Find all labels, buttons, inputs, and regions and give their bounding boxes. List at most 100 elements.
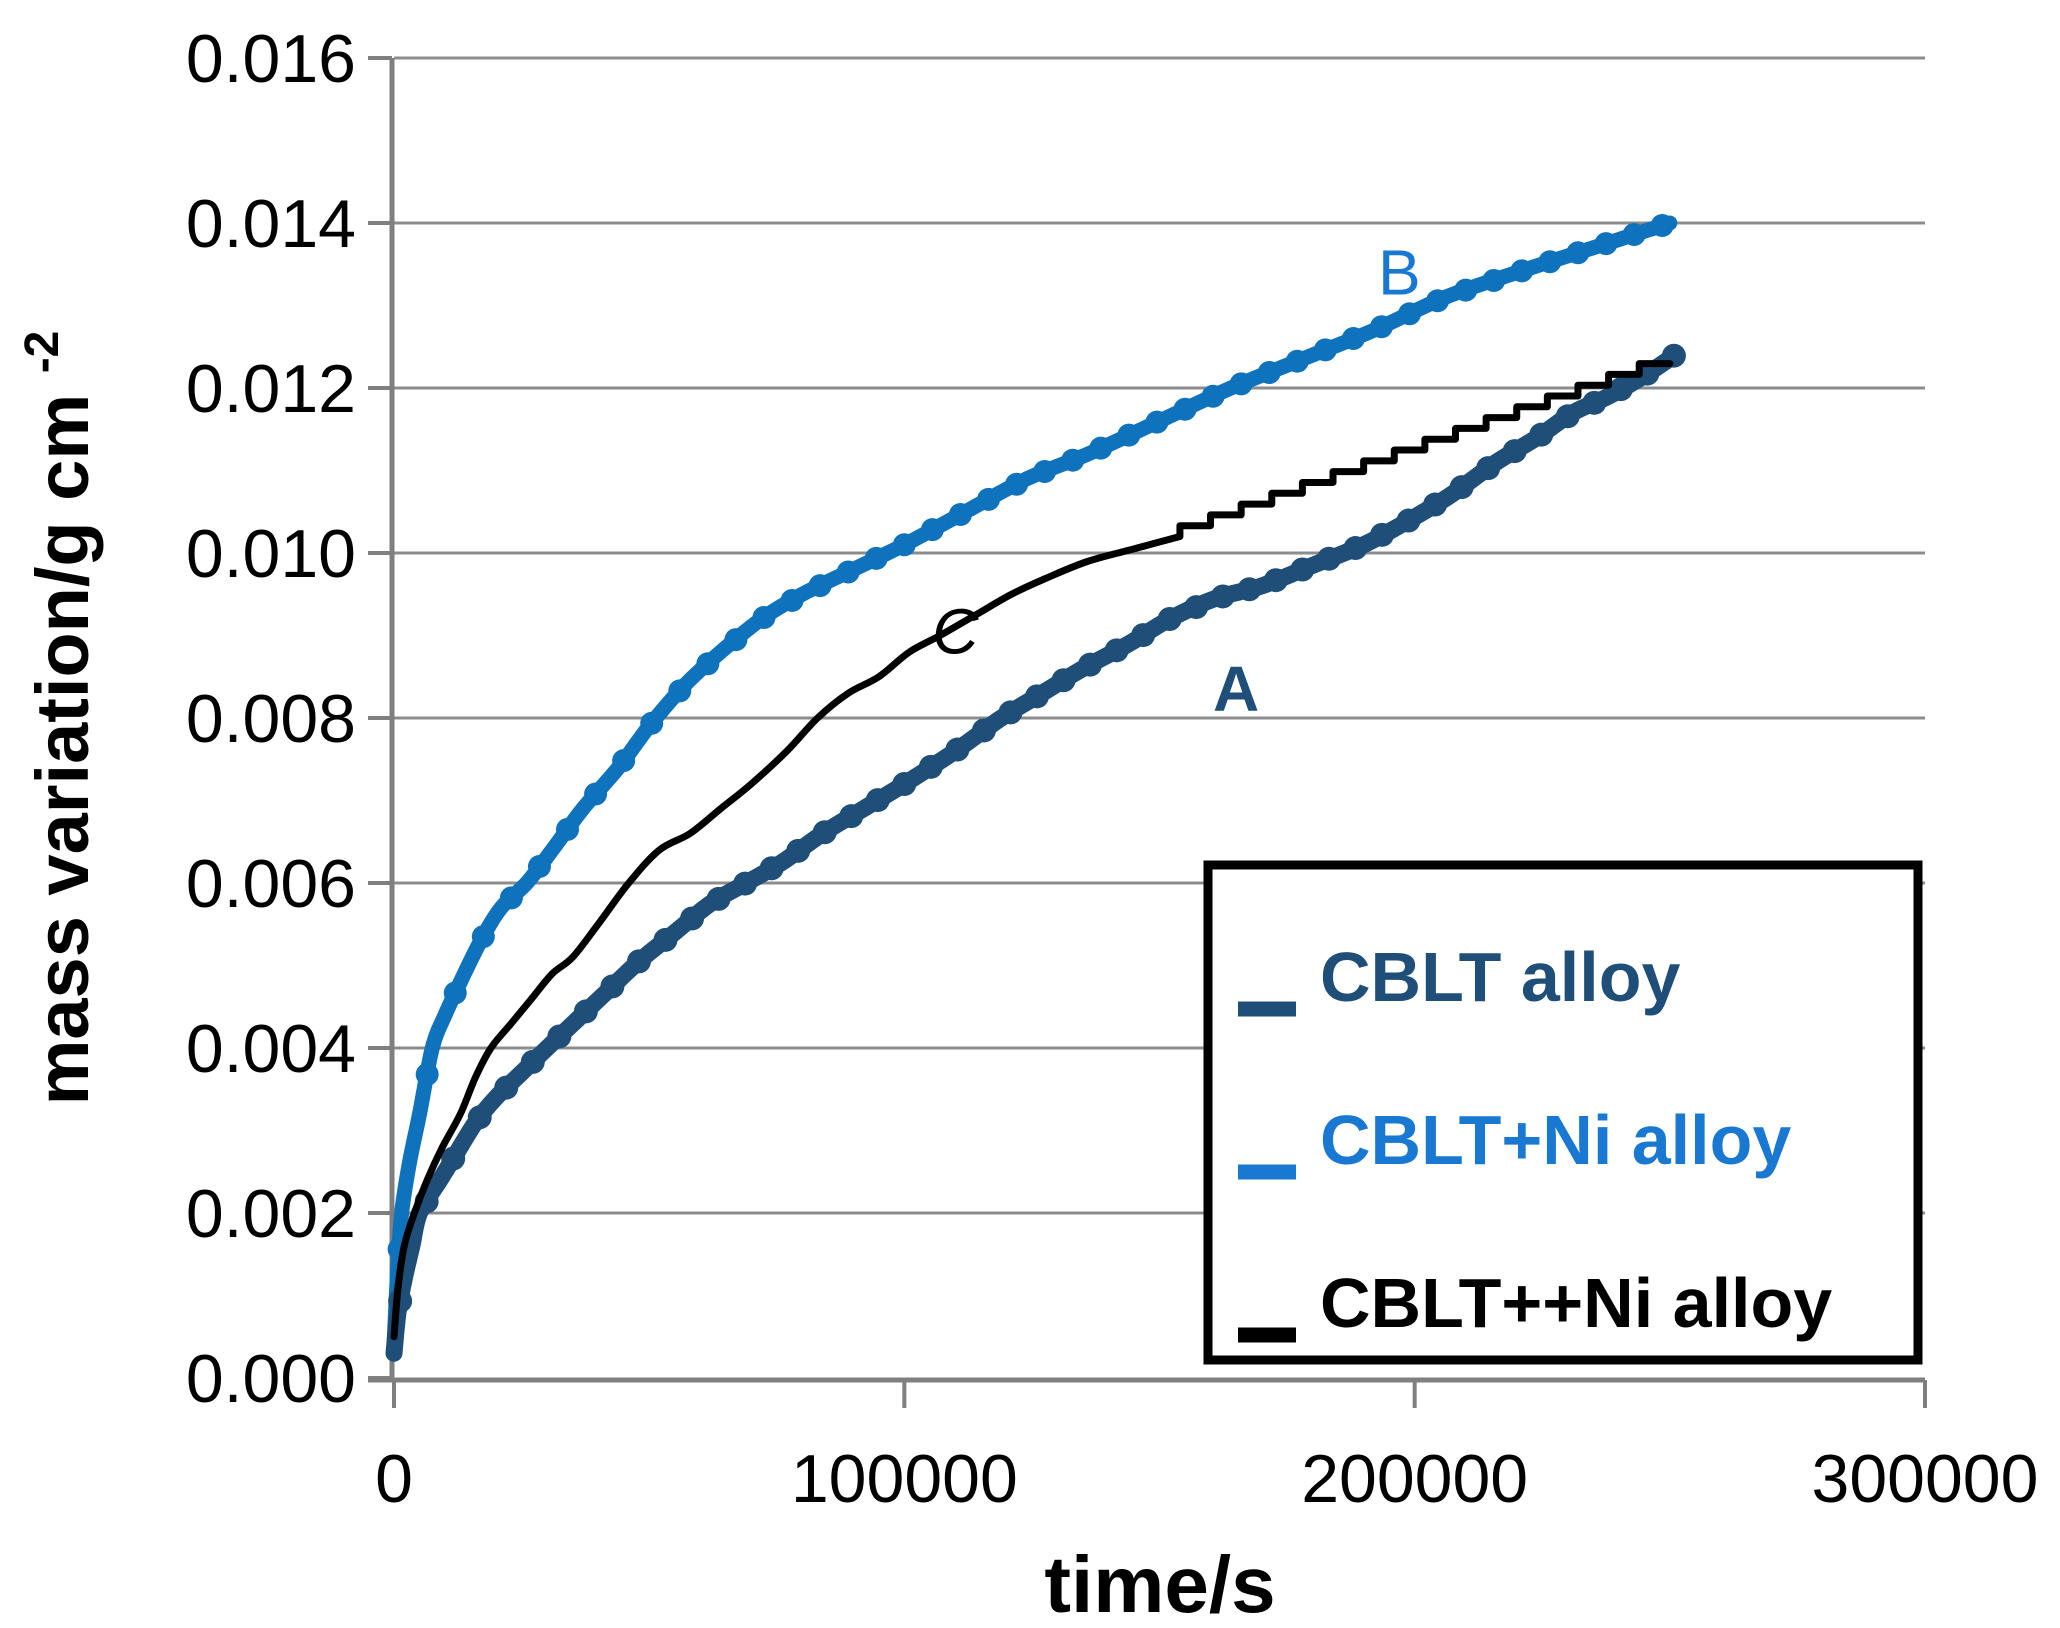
curve-A-marker — [1449, 475, 1474, 500]
curve-B-marker — [640, 711, 664, 735]
curve-letter-labels: A B C — [932, 237, 1420, 726]
curve-A-marker — [971, 718, 996, 743]
curve-A-marker — [918, 754, 943, 779]
curve-A-marker — [1131, 623, 1156, 648]
legend-entry-1: CBLT alloy — [1238, 938, 1680, 1017]
legend-label-2: CBLT+Ni alloy — [1320, 1101, 1791, 1179]
curve-A-marker — [1582, 390, 1607, 415]
curve-A-marker — [998, 700, 1023, 725]
y-tick-label-0.016: 0.016 — [186, 21, 356, 97]
curve-A-marker — [1025, 684, 1050, 709]
curve-C-line — [390, 360, 1674, 1341]
legend-entry-3: CBLT++Ni alloy — [1238, 1264, 1832, 1343]
curve-B-marker — [1229, 372, 1253, 396]
y-tick-label-0.004: 0.004 — [186, 1011, 356, 1087]
curve-A-marker — [626, 949, 651, 974]
curve-B-marker — [948, 503, 972, 526]
y-axis-title-base: mass variation/g cm — [21, 394, 104, 1106]
curve-B-marker — [443, 981, 467, 1005]
curve-B-marker — [724, 628, 748, 652]
tick-labels: 0 100000 200000 300000 0.000 0.002 0.004 0.006 0… — [186, 21, 2039, 1517]
curve-A-marker — [892, 772, 917, 796]
legend-box — [1203, 860, 1923, 1365]
curve-A-marker — [945, 737, 970, 762]
curve-B-marker — [977, 487, 1001, 511]
curve-A-marker — [1476, 456, 1501, 481]
legend-label-1: CBLT alloy — [1320, 938, 1680, 1016]
curve-A-marker — [1529, 422, 1554, 447]
legend: CBLT alloy CBLT+Ni alloy CBLT++Ni alloy — [1203, 860, 1923, 1365]
y-axis-title-superscript: -2 — [16, 331, 69, 374]
curve-A-marker — [1157, 607, 1182, 631]
legend-label-3: CBLT++Ni alloy — [1320, 1264, 1832, 1342]
curve-B-marker — [1117, 423, 1141, 447]
series-CBLT-Ni-alloy-curve — [386, 213, 1678, 1353]
curve-B-marker — [1369, 315, 1393, 339]
curve-B-marker — [864, 546, 888, 570]
curve-B-marker — [1005, 472, 1029, 496]
curve-B-marker — [1510, 259, 1534, 283]
curve-B-marker — [1622, 223, 1646, 247]
y-tick-label-0.006: 0.006 — [186, 846, 356, 922]
curve-A-marker — [1237, 577, 1262, 602]
curve-B-marker — [1341, 327, 1365, 350]
series-CBLT-alloy-curve — [385, 343, 1686, 1362]
curve-A-marker — [1104, 638, 1129, 663]
y-tick-label-0.014: 0.014 — [186, 186, 356, 262]
series-CBLT-plus-plus-Ni-alloy-curve — [390, 360, 1674, 1341]
curve-B-marker — [668, 679, 692, 703]
curve-B-marker — [471, 925, 495, 949]
y-tick-label-0.008: 0.008 — [186, 681, 356, 757]
curve-A-marker — [865, 788, 890, 813]
y-tick-label-0.012: 0.012 — [186, 351, 356, 427]
curve-B-marker — [1257, 361, 1281, 385]
axes — [368, 56, 1927, 1408]
curve-A-marker — [839, 804, 864, 829]
y-tick-label-0.002: 0.002 — [186, 1176, 356, 1252]
curve-A-marker — [520, 1049, 545, 1074]
curve-A-marker — [1290, 557, 1315, 582]
curve-A-marker — [1396, 508, 1421, 533]
curve-A-marker — [1343, 536, 1368, 561]
curve-B-marker — [1538, 250, 1562, 274]
curve-A-marker — [1370, 522, 1395, 547]
curve-B-marker — [1061, 448, 1085, 472]
curve-B-marker — [556, 817, 580, 841]
curve-B-marker — [415, 1062, 439, 1086]
curve-label-C: C — [932, 595, 979, 667]
curve-B-marker — [892, 533, 916, 557]
curve-B-marker — [499, 886, 523, 910]
y-axis-title: mass variation/g cm -2 — [16, 331, 104, 1106]
curve-B-marker — [584, 782, 608, 806]
curve-B-marker — [1566, 241, 1590, 265]
legend-entry-2: CBLT+Ni alloy — [1238, 1101, 1791, 1180]
curve-A-marker — [467, 1105, 492, 1130]
curve-B-marker — [527, 855, 551, 878]
curve-B-marker — [1173, 397, 1197, 421]
curve-B-marker — [1089, 436, 1113, 460]
curve-B-marker — [1201, 384, 1225, 408]
curve-label-B: B — [1378, 237, 1421, 309]
curve-A-marker — [1316, 546, 1341, 571]
curve-B-marker — [836, 560, 860, 584]
x-axis-title: time/s — [1044, 1540, 1275, 1628]
curve-A-marker — [441, 1146, 466, 1171]
curve-B-marker — [1033, 460, 1057, 484]
curve-B-marker — [1285, 349, 1309, 373]
curve-A-marker — [1608, 377, 1633, 402]
x-tick-label-100000: 100000 — [791, 1441, 1018, 1517]
curve-B-marker — [1313, 338, 1337, 362]
curve-A-marker — [733, 871, 758, 896]
curve-B-marker — [1482, 268, 1506, 292]
curve-B-marker — [1594, 232, 1618, 256]
curve-A-marker — [1263, 568, 1288, 593]
curve-B-marker — [696, 652, 720, 676]
curve-B-marker — [920, 518, 944, 542]
x-tick-label-200000: 200000 — [1301, 1441, 1528, 1517]
curve-B-marker — [780, 588, 804, 612]
curve-A-marker — [573, 999, 598, 1024]
curve-A-marker — [759, 856, 784, 881]
curve-A-marker — [680, 906, 705, 931]
